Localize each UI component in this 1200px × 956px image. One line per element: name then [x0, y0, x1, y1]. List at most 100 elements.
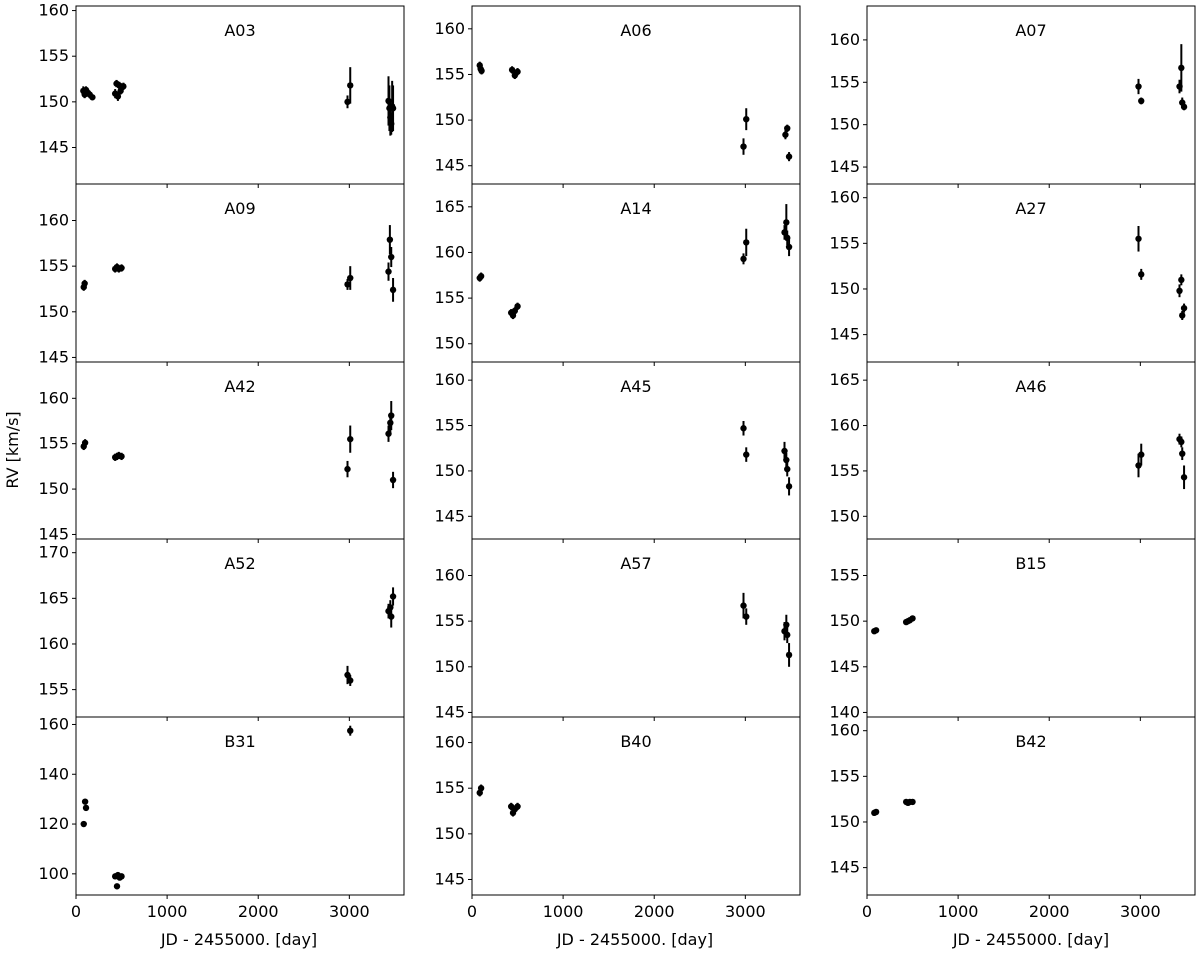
data-point — [120, 83, 127, 90]
y-tick-label: 160 — [829, 30, 860, 49]
y-tick-label: 160 — [434, 242, 465, 261]
data-point — [80, 820, 87, 828]
panel-label: A06 — [620, 21, 651, 40]
panel-label: A09 — [224, 199, 255, 218]
data-point — [344, 671, 351, 679]
panel-label: B40 — [620, 732, 651, 751]
data-point — [782, 131, 789, 138]
data-point — [118, 873, 125, 880]
data-point — [1178, 64, 1185, 72]
plot-frame — [75, 716, 405, 896]
data-point — [81, 798, 89, 805]
data-point — [1180, 103, 1188, 111]
y-tick-label: 160 — [38, 634, 69, 653]
y-tick-label: 155 — [829, 766, 860, 785]
y-tick-label: 150 — [38, 92, 69, 111]
data-point — [514, 303, 521, 310]
data-point — [347, 82, 354, 89]
panel-label: A45 — [620, 377, 651, 396]
data-point — [344, 98, 351, 106]
data-point — [909, 615, 916, 622]
data-point — [872, 627, 880, 634]
y-tick-label: 150 — [434, 334, 465, 353]
y-tick-label: 145 — [829, 325, 860, 344]
data-point — [740, 143, 747, 150]
data-point — [118, 264, 125, 272]
data-point — [872, 808, 880, 816]
y-tick-label: 145 — [38, 347, 69, 366]
y-tick-label: 160 — [38, 1, 69, 20]
y-tick-label: 155 — [434, 288, 465, 307]
data-point — [514, 803, 521, 810]
data-point — [81, 280, 88, 287]
x-axis-title: JD - 2455000. [day] — [556, 930, 713, 949]
y-tick-label: 155 — [829, 233, 860, 252]
y-tick-label: 155 — [434, 64, 465, 83]
data-point — [389, 476, 397, 484]
y-tick-label: 160 — [434, 370, 465, 389]
data-point — [743, 115, 750, 123]
y-tick-label: 150 — [829, 506, 860, 525]
data-point — [388, 412, 395, 419]
y-tick-label: 165 — [38, 588, 69, 607]
y-tick-label: 155 — [829, 566, 860, 585]
data-point — [785, 153, 793, 160]
y-tick-label: 165 — [829, 370, 860, 389]
data-point — [743, 613, 750, 620]
y-tick-label: 160 — [829, 721, 860, 740]
data-point — [783, 219, 790, 226]
y-tick-label: 150 — [434, 657, 465, 676]
data-point — [785, 651, 793, 659]
data-point — [783, 621, 790, 629]
data-point — [740, 255, 747, 263]
x-tick-label: 2000 — [634, 902, 675, 921]
data-point — [344, 465, 351, 473]
data-point — [477, 785, 485, 792]
data-point — [909, 798, 916, 806]
data-point — [82, 804, 90, 812]
y-tick-label: 160 — [829, 188, 860, 207]
y-tick-label: 145 — [434, 506, 465, 525]
y-tick-label: 145 — [434, 702, 465, 721]
y-tick-label: 145 — [434, 156, 465, 175]
x-tick-label: 1000 — [543, 902, 584, 921]
data-point — [113, 883, 121, 890]
x-tick-label: 2000 — [238, 902, 279, 921]
y-tick-label: 150 — [829, 812, 860, 831]
y-tick-label: 160 — [829, 416, 860, 435]
y-tick-label: 165 — [434, 197, 465, 216]
y-tick-label: 160 — [434, 733, 465, 752]
plot-frame — [471, 716, 801, 896]
y-tick-label: 155 — [434, 611, 465, 630]
data-point — [1135, 83, 1142, 90]
data-point — [743, 239, 750, 246]
panel-b42: 145 150 155 160 0 1000 2000 3000 B42 — [829, 716, 1196, 921]
data-point — [785, 483, 793, 490]
y-tick-label: 145 — [829, 657, 860, 676]
panel-label: A52 — [224, 554, 255, 573]
data-point — [1138, 451, 1145, 458]
x-axis-title: JD - 2455000. [day] — [952, 930, 1109, 949]
y-tick-label: 155 — [38, 680, 69, 699]
y-tick-label: 155 — [829, 72, 860, 91]
panel-label: A42 — [224, 377, 255, 396]
y-tick-label: 170 — [38, 543, 69, 562]
data-point — [1179, 312, 1186, 319]
panel-b15: 140 145 150 155 B15 — [829, 538, 1196, 721]
panel-label: A27 — [1015, 199, 1046, 218]
y-tick-label: 150 — [434, 110, 465, 129]
data-point — [344, 281, 351, 288]
y-tick-label: 160 — [434, 566, 465, 585]
y-tick-label: 145 — [829, 858, 860, 877]
panel-label: A07 — [1015, 21, 1046, 40]
panel-b31: 100 120 140 160 0 1000 2000 3000 B31 — [38, 714, 405, 921]
data-point — [740, 425, 747, 432]
data-point — [743, 451, 750, 458]
y-tick-label: 155 — [38, 434, 69, 453]
panel-a14: 150 155 160 165 A14 — [434, 183, 801, 366]
data-point — [1178, 438, 1185, 446]
data-point — [388, 613, 395, 620]
y-tick-label: 155 — [38, 256, 69, 275]
data-point — [389, 286, 397, 294]
